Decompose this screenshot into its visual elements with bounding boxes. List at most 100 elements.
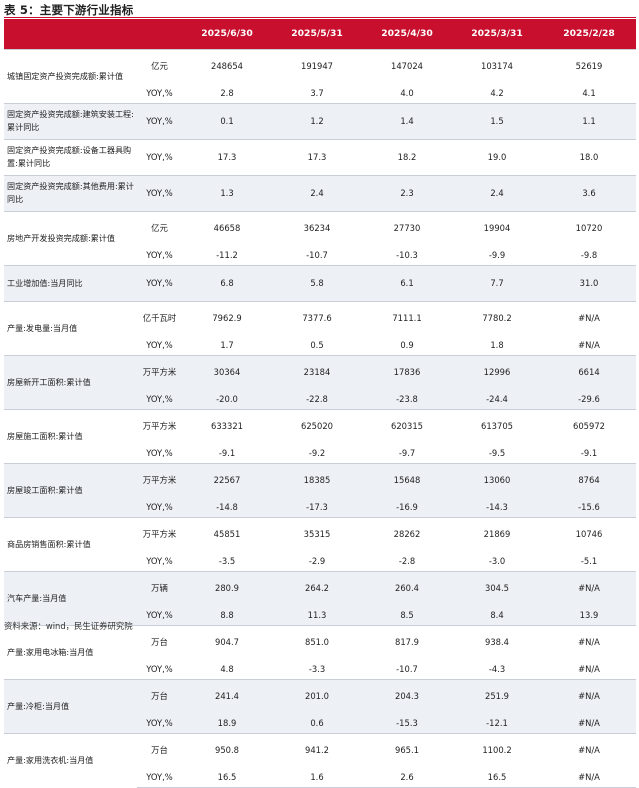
unit-cell: YOY,%	[137, 174, 182, 211]
value-cell: 21869	[452, 516, 542, 551]
value-cell: 18.9	[182, 713, 272, 733]
value-cell: 17.3	[272, 138, 362, 175]
value-cell: 16.5	[452, 767, 542, 788]
value-cell: 6.8	[182, 264, 272, 301]
value-cell: 1.3	[182, 174, 272, 211]
value-cell: -10.3	[362, 245, 452, 265]
value-cell: 10746	[542, 516, 636, 551]
value-cell: 18.2	[362, 138, 452, 175]
value-cell: 18.0	[542, 138, 636, 175]
indicator-name: 固定资产投资完成额:其他费用:累计同比	[4, 174, 137, 211]
unit-cell: 亿千瓦时	[137, 300, 182, 335]
unit-cell: YOY,%	[137, 102, 182, 139]
table-row: 固定资产投资完成额:建筑安装工程:累计同比 YOY,% 0.1 1.2 1.4 1.5 1.…	[4, 102, 636, 139]
value-cell: #N/A	[542, 767, 636, 788]
table-row: 商品房销售面积:累计值 万平方米 45851 35315 28262 21869 10746	[4, 516, 636, 571]
value-cell: 7.7	[452, 264, 542, 301]
value-cell: -9.2	[272, 443, 362, 463]
value-cell: 18385	[272, 462, 362, 497]
table-row: YOY,% -3.5 -2.9 -2.8 -3.0 -5.1	[4, 551, 636, 571]
title-divider	[4, 17, 636, 18]
value-cell: 2.4	[452, 174, 542, 211]
value-cell: 1100.2	[452, 732, 542, 767]
value-cell: 13.9	[542, 605, 636, 625]
value-cell: 7780.2	[452, 300, 542, 335]
table-row: YOY,% -11.2 -10.7 -10.3 -9.9 -9.8	[4, 245, 636, 265]
indicator-table: 2025/6/30 2025/5/31 2025/4/30 2025/3/31 …	[4, 19, 636, 788]
value-cell: 2.4	[272, 174, 362, 211]
table-row: 产量:发电量:当月值 亿千瓦时 7962.9 7377.6 7111.1 7780.2 #N…	[4, 300, 636, 355]
indicator-name: 房屋施工面积:累计值	[4, 408, 137, 463]
indicator-name: 工业增加值:当月同比	[4, 264, 137, 301]
value-cell: -5.1	[542, 551, 636, 571]
table-row: 城镇固定资产投资完成额:累计值 亿元 248654 191947 147024 10317…	[4, 48, 636, 103]
value-cell: 103174	[452, 48, 542, 83]
unit-cell: YOY,%	[137, 713, 182, 733]
value-cell: 45851	[182, 516, 272, 551]
value-cell: -11.2	[182, 245, 272, 265]
value-cell: 19904	[452, 210, 542, 245]
value-cell: 46658	[182, 210, 272, 245]
indicator-name: 房地产开发投资完成额:累计值	[4, 210, 137, 265]
value-cell: -10.7	[362, 659, 452, 679]
value-cell: -20.0	[182, 389, 272, 409]
value-cell: -14.3	[452, 497, 542, 517]
indicator-name: 产量:发电量:当月值	[4, 300, 137, 355]
table-row: 汽车产量:当月值 万辆 280.9 264.2 260.4 304.5 #N/A	[4, 570, 636, 625]
value-cell: -3.5	[182, 551, 272, 571]
table-row: YOY,% 8.8 11.3 8.5 8.4 13.9	[4, 605, 636, 625]
table-row: 产量:冷柜:当月值 万台 241.4 201.0 204.3 251.9 #N/A	[4, 678, 636, 733]
indicator-name: 城镇固定资产投资完成额:累计值	[4, 48, 137, 103]
unit-cell: YOY,%	[137, 264, 182, 301]
value-cell: -12.1	[452, 713, 542, 733]
value-cell: 625020	[272, 408, 362, 443]
indicator-name: 商品房销售面积:累计值	[4, 516, 137, 571]
indicator-name: 汽车产量:当月值	[4, 570, 137, 625]
value-cell: 4.2	[452, 83, 542, 103]
unit-cell: YOY,%	[137, 443, 182, 463]
value-cell: #N/A	[542, 659, 636, 679]
value-cell: 1.1	[542, 102, 636, 139]
value-cell: -24.4	[452, 389, 542, 409]
unit-cell: YOY,%	[137, 767, 182, 788]
value-cell: -2.9	[272, 551, 362, 571]
table-row: YOY,% -20.0 -22.8 -23.8 -24.4 -29.6	[4, 389, 636, 409]
value-cell: 4.8	[182, 659, 272, 679]
value-cell: 251.9	[452, 678, 542, 713]
value-cell: 17836	[362, 354, 452, 389]
value-cell: -10.7	[272, 245, 362, 265]
value-cell: 36234	[272, 210, 362, 245]
value-cell: 0.6	[272, 713, 362, 733]
table-row: 产量:家用洗衣机:当月值 万台 950.8 941.2 965.1 1100.2 #N/A	[4, 732, 636, 787]
value-cell: 280.9	[182, 570, 272, 605]
value-cell: 8764	[542, 462, 636, 497]
value-cell: 201.0	[272, 678, 362, 713]
unit-cell: YOY,%	[137, 605, 182, 625]
value-cell: 28262	[362, 516, 452, 551]
value-cell: 248654	[182, 48, 272, 83]
value-cell: #N/A	[542, 624, 636, 659]
unit-cell: YOY,%	[137, 551, 182, 571]
value-cell: 15648	[362, 462, 452, 497]
header-date: 2025/6/30	[201, 28, 253, 40]
value-cell: 0.5	[272, 335, 362, 355]
table-row: YOY,% 2.8 3.7 4.0 4.2 4.1	[4, 83, 636, 103]
table-body: 城镇固定资产投资完成额:累计值 亿元 248654 191947 147024 10317…	[4, 48, 636, 788]
value-cell: 1.8	[452, 335, 542, 355]
value-cell: 260.4	[362, 570, 452, 605]
value-cell: 13060	[452, 462, 542, 497]
value-cell: 6.1	[362, 264, 452, 301]
value-cell: 941.2	[272, 732, 362, 767]
value-cell: 264.2	[272, 570, 362, 605]
value-cell: 5.8	[272, 264, 362, 301]
value-cell: -9.1	[182, 443, 272, 463]
value-cell: -9.7	[362, 443, 452, 463]
value-cell: -9.9	[452, 245, 542, 265]
table-row: YOY,% -9.1 -9.2 -9.7 -9.5 -9.1	[4, 443, 636, 463]
value-cell: -29.6	[542, 389, 636, 409]
value-cell: -4.3	[452, 659, 542, 679]
value-cell: 620315	[362, 408, 452, 443]
header-date: 2025/5/31	[291, 28, 343, 40]
unit-cell: YOY,%	[137, 659, 182, 679]
value-cell: #N/A	[542, 678, 636, 713]
